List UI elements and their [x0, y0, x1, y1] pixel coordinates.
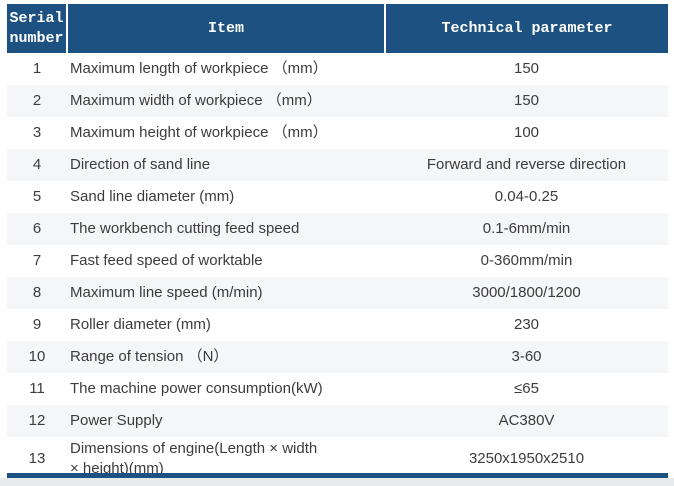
- serial-number-cell: 12: [7, 405, 67, 437]
- header-row: Serial number Item Technical parameter: [7, 4, 668, 53]
- serial-number-cell: 2: [7, 85, 67, 117]
- table-row: 11 The machine power consumption(kW) ≤65: [7, 373, 668, 405]
- table-row: 10 Range of tension （N） 3-60: [7, 341, 668, 373]
- table-bottom-border: [7, 473, 668, 478]
- table-row: 3 Maximum height of workpiece （mm） 100: [7, 117, 668, 149]
- item-cell: Direction of sand line: [67, 149, 385, 181]
- serial-number-cell: 10: [7, 341, 67, 373]
- serial-number-cell: 3: [7, 117, 67, 149]
- parameter-value-cell: 0-360mm/min: [385, 245, 668, 277]
- item-cell: The machine power consumption(kW): [67, 373, 385, 405]
- parameter-value-cell: AC380V: [385, 405, 668, 437]
- item-cell: Maximum width of workpiece （mm）: [67, 85, 385, 117]
- parameter-value-cell: 0.1-6mm/min: [385, 213, 668, 245]
- item-cell: Sand line diameter (mm): [67, 181, 385, 213]
- serial-number-cell: 4: [7, 149, 67, 181]
- item-cell: Fast feed speed of worktable: [67, 245, 385, 277]
- table-row: 2 Maximum width of workpiece （mm） 150: [7, 85, 668, 117]
- serial-number-cell: 9: [7, 309, 67, 341]
- table-row: 1 Maximum length of workpiece （mm） 150: [7, 53, 668, 85]
- item-cell: Maximum length of workpiece （mm）: [67, 53, 385, 85]
- serial-number-cell: 7: [7, 245, 67, 277]
- parameter-value-cell: 3-60: [385, 341, 668, 373]
- item-cell: Roller diameter (mm): [67, 309, 385, 341]
- parameter-value-cell: 150: [385, 53, 668, 85]
- parameter-value-cell: 3000/1800/1200: [385, 277, 668, 309]
- item-cell: Range of tension （N）: [67, 341, 385, 373]
- parameter-value-cell: 0.04-0.25: [385, 181, 668, 213]
- page-footer-strip: [0, 478, 674, 486]
- table-header: Serial number Item Technical parameter: [7, 4, 668, 53]
- parameter-value-cell: ≤65: [385, 373, 668, 405]
- serial-number-cell: 5: [7, 181, 67, 213]
- table-row: 8 Maximum line speed (m/min) 3000/1800/1…: [7, 277, 668, 309]
- item-cell: The workbench cutting feed speed: [67, 213, 385, 245]
- table-body: 1 Maximum length of workpiece （mm） 150 2…: [7, 53, 668, 486]
- serial-number-cell: 11: [7, 373, 67, 405]
- header-serial-number: Serial number: [7, 4, 68, 53]
- parameter-value-cell: 100: [385, 117, 668, 149]
- header-technical-parameter: Technical parameter: [385, 4, 668, 53]
- table-row: 12 Power Supply AC380V: [7, 405, 668, 437]
- technical-parameters-table: Serial number Item Technical parameter 1…: [7, 4, 668, 486]
- item-cell: Power Supply: [67, 405, 385, 437]
- header-item: Item: [67, 4, 386, 53]
- table-row: 9 Roller diameter (mm) 230: [7, 309, 668, 341]
- item-cell: Maximum line speed (m/min): [67, 277, 385, 309]
- serial-number-cell: 6: [7, 213, 67, 245]
- serial-number-cell: 8: [7, 277, 67, 309]
- table-row: 5 Sand line diameter (mm) 0.04-0.25: [7, 181, 668, 213]
- serial-number-cell: 1: [7, 53, 67, 85]
- parameter-value-cell: 230: [385, 309, 668, 341]
- item-cell: Maximum height of workpiece （mm）: [67, 117, 385, 149]
- table-row: 6 The workbench cutting feed speed 0.1-6…: [7, 213, 668, 245]
- parameter-value-cell: 150: [385, 85, 668, 117]
- parameter-value-cell: Forward and reverse direction: [385, 149, 668, 181]
- table-row: 7 Fast feed speed of worktable 0-360mm/m…: [7, 245, 668, 277]
- table-row: 4 Direction of sand line Forward and rev…: [7, 149, 668, 181]
